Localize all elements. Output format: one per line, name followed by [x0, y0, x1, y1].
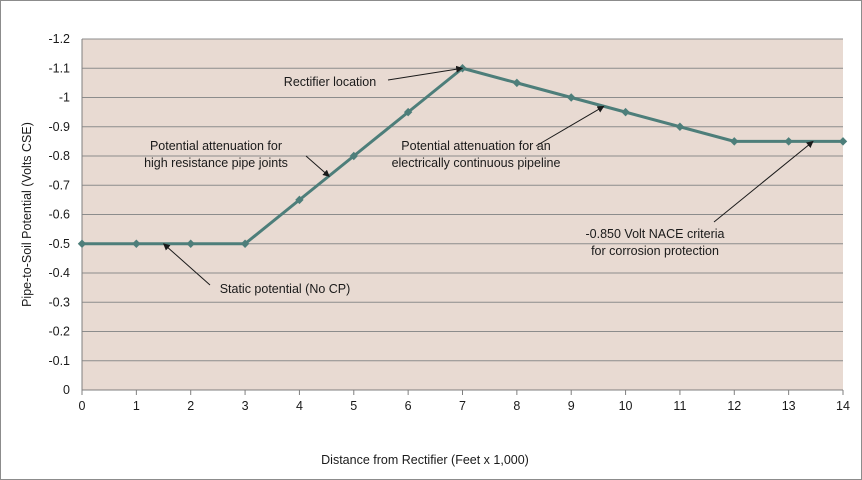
x-tick-label: 10	[619, 399, 633, 413]
y-tick-label: -0.2	[48, 325, 70, 339]
data-point	[567, 93, 576, 102]
annotation-text: Rectifier location	[284, 75, 376, 89]
x-tick-label: 1	[133, 399, 140, 413]
x-tick-labels: 0 1 2 3 4 5 6 7 8 9 10 11 12 13 14	[79, 399, 850, 413]
y-tick-label: -0.3	[48, 295, 70, 309]
y-tick-label: -1	[59, 91, 70, 105]
annotation-arrow	[387, 65, 464, 81]
x-tick-label: 5	[350, 399, 357, 413]
y-tick-label: -0.7	[48, 178, 70, 192]
data-point	[240, 239, 250, 248]
annotation-text: Static potential (No CP)	[220, 282, 351, 296]
data-point	[186, 239, 195, 248]
x-tick-label: 4	[296, 399, 303, 413]
x-tick-label: 12	[727, 399, 741, 413]
x-tick-label: 6	[405, 399, 412, 413]
y-tick-label: -0.8	[48, 149, 70, 163]
annotations: Rectifier location Potential attenuation …	[144, 65, 814, 296]
data-point	[512, 78, 522, 88]
x-tick-label: 11	[673, 399, 686, 413]
y-tick-labels: 0 -0.1 -0.2 -0.3 -0.4 -0.5 -0.6 -0.7 -0.8 -0.9 -1 -…	[48, 32, 70, 397]
data-point	[77, 239, 87, 248]
annotation-arrow	[713, 140, 814, 223]
data-point	[132, 239, 141, 248]
x-tick-label: 0	[79, 399, 86, 413]
annotation-arrow	[535, 105, 605, 147]
x-tick-label: 14	[836, 399, 850, 413]
annotation-arrow	[163, 243, 211, 286]
y-tick-label: -1.2	[48, 32, 70, 46]
x-tick-label: 7	[459, 399, 466, 413]
data-point	[784, 137, 793, 146]
x-tick-label: 8	[513, 399, 520, 413]
axes	[81, 39, 844, 395]
data-point	[349, 151, 358, 161]
y-tick-label: -0.1	[48, 354, 70, 368]
y-tick-label: -0.9	[48, 120, 70, 134]
annotation-arrow	[305, 155, 330, 177]
y-tick-label: -0.4	[48, 266, 70, 280]
x-tick-label: 13	[782, 399, 796, 413]
x-tick-label: 9	[568, 399, 575, 413]
annotation-text: Potential attenuation for high resistance…	[144, 139, 288, 170]
data-point	[295, 195, 304, 205]
data-point	[403, 107, 413, 117]
annotation-text: -0.850 Volt NACE criteria for corrosion p…	[586, 227, 725, 258]
x-tick-label: 2	[187, 399, 194, 413]
x-tick-label: 3	[242, 399, 249, 413]
data-point	[675, 122, 685, 131]
data-point	[838, 137, 848, 146]
x-axis-title: Distance from Rectifier (Feet x 1,000)	[321, 453, 529, 467]
annotation-text: Potential attenuation for an electrically…	[392, 139, 561, 170]
y-axis-title: Pipe-to-Soil Potential (Volts CSE)	[20, 122, 34, 307]
gridlines	[82, 38, 843, 362]
y-tick-label: 0	[63, 383, 70, 397]
y-tick-label: -0.5	[48, 237, 70, 251]
y-tick-label: -1.1	[48, 61, 70, 75]
data-point	[621, 107, 630, 117]
data-point	[730, 137, 739, 146]
y-tick-label: -0.6	[48, 208, 70, 222]
